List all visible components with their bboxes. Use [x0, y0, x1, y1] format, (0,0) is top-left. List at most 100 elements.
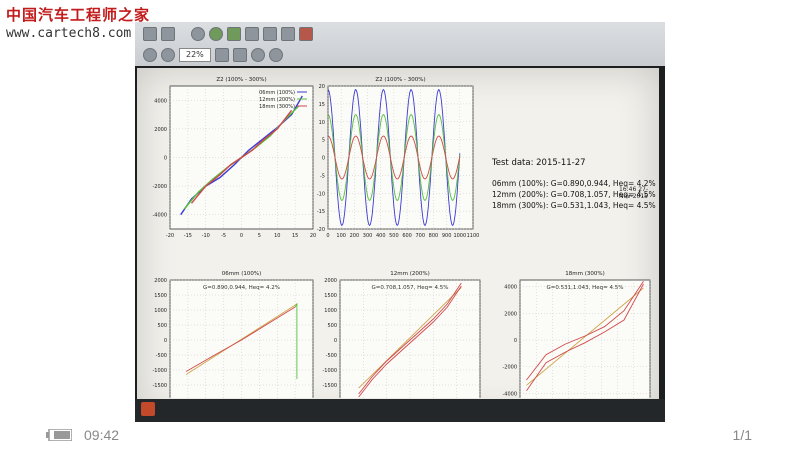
toolbar-row-2: 22%	[135, 45, 283, 65]
comment-icon[interactable]	[209, 27, 223, 41]
plot-frame	[519, 279, 651, 401]
taskbar	[135, 399, 665, 422]
zoom-select[interactable]: 22%	[179, 48, 211, 62]
series-line-3	[358, 285, 462, 398]
y-tick-label: 4000	[504, 285, 517, 291]
results-panel: Test data: 2015-11-27 06mm (100%): G=0.8…	[492, 158, 662, 211]
x-tick-label: 15	[292, 233, 298, 239]
watermark: 中国汽车工程师之家 www.cartech8.com	[6, 4, 150, 41]
copy-icon[interactable]	[245, 27, 259, 41]
chart-panel-1: -20 -15 -10 -5 0 5 10 15 20 -4000 -2000 0 2000 4000 Z2…	[152, 77, 316, 239]
result-12mm: 12mm (200%): G=0.708,1.057, Heq= 4.5%	[492, 190, 656, 199]
series-line-2	[358, 282, 462, 395]
x-tick-label: 20	[310, 233, 316, 239]
y-tick-label: -2000	[152, 184, 167, 190]
x-tick-label: 500	[389, 233, 399, 239]
x-tick-label: -5	[221, 233, 226, 239]
y-tick-label: -2000	[502, 365, 517, 371]
image-icon[interactable]	[161, 27, 175, 41]
y-tick-label: -500	[156, 353, 167, 359]
series-line-2	[185, 306, 296, 372]
y-tick-label: 500	[327, 323, 337, 329]
y-tick-label: -20	[317, 227, 325, 233]
x-tick-label: 700	[415, 233, 425, 239]
x-tick-label: 200	[350, 233, 360, 239]
timestamp: 16:46 27-Nov-2015	[619, 186, 648, 200]
app-toolbar: 22%	[135, 22, 665, 66]
x-tick-label: 300	[363, 233, 373, 239]
y-tick-label: 0	[164, 338, 167, 344]
pdf-app-icon[interactable]	[141, 402, 155, 416]
rotate-left-icon[interactable]	[250, 48, 265, 62]
x-tick-label: 10	[274, 233, 280, 239]
y-tick-label: -500	[326, 353, 337, 359]
fit-width-icon[interactable]	[214, 48, 229, 62]
viewer-status-bar: 09:42 1/1	[0, 422, 800, 450]
y-tick-label: 15	[319, 102, 325, 108]
legend-label: 12mm (200%)	[259, 97, 295, 103]
battery-icon	[46, 429, 72, 441]
plot-area: -20 -15 -10 -5 0 5 10 15 20 -4000 -2000 0 2000 4000 Z2…	[137, 68, 659, 418]
x-tick-label: 5	[258, 233, 261, 239]
page-indicator: 1/1	[732, 427, 752, 443]
y-tick-label: -15	[317, 209, 325, 215]
y-tick-label: -5	[320, 173, 325, 179]
series-line-1	[185, 303, 298, 375]
x-tick-label: 600	[402, 233, 412, 239]
chart-title: 12mm (200%)	[390, 271, 429, 277]
fit-page-icon[interactable]	[232, 48, 247, 62]
y-tick-label: 2000	[324, 278, 337, 284]
result-18mm: 18mm (300%): G=0.531,1.043, Heq= 4.5%	[492, 201, 656, 210]
chart-annotation: G=0.531,1.043, Heq= 4.5%	[547, 285, 624, 291]
check-icon[interactable]	[227, 27, 241, 41]
y-tick-label: -1000	[152, 368, 167, 374]
monitor-photo: 22% -20 -15 -10 -5 0 5 10 15 20 -4000 -2000 0 2000 40…	[135, 22, 665, 422]
result-06mm: 06mm (100%): G=0.890,0.944, Heq= 4.2%	[492, 179, 656, 188]
charts-svg: -20 -15 -10 -5 0 5 10 15 20-4000-2000020004000Z2…	[152, 77, 653, 410]
edit-icon[interactable]	[143, 27, 157, 41]
series-line-1	[358, 287, 462, 389]
series-line-2	[526, 283, 644, 391]
legend-label: 18mm (300%)	[259, 104, 295, 110]
circle-icon[interactable]	[191, 27, 205, 41]
series-line-1	[327, 88, 461, 227]
print-icon[interactable]	[299, 27, 313, 41]
export-icon[interactable]	[263, 27, 277, 41]
test-data-label: Test data: 2015-11-27	[492, 158, 586, 168]
zoom-in-icon[interactable]	[161, 48, 175, 62]
y-tick-label: 0	[514, 338, 517, 344]
series-line-3	[327, 135, 461, 180]
x-tick-label: 0	[240, 233, 243, 239]
zoom-out-icon[interactable]	[143, 48, 157, 62]
series-line-3	[526, 281, 644, 381]
y-tick-label: 5	[322, 138, 325, 144]
document-icon[interactable]	[281, 27, 295, 41]
watermark-url: www.cartech8.com	[6, 26, 132, 41]
chart-title: 06mm (100%)	[222, 271, 261, 277]
y-tick-label: -1000	[322, 368, 337, 374]
x-tick-label: -10	[202, 233, 210, 239]
series-line-3	[294, 302, 298, 379]
legend-label: 06mm (100%)	[259, 90, 295, 96]
y-tick-label: 1500	[324, 293, 337, 299]
y-tick-label: -4000	[502, 391, 517, 397]
series-line-3	[190, 109, 293, 204]
chart-annotation: G=0.708,1.057, Heq= 4.5%	[372, 285, 449, 291]
y-tick-label: 0	[164, 156, 167, 162]
rotate-right-icon[interactable]	[268, 48, 283, 62]
toolbar-row-1	[135, 24, 313, 44]
plot-frame	[339, 279, 481, 401]
y-tick-label: 2000	[154, 127, 167, 133]
y-tick-label: 1000	[324, 308, 337, 314]
y-tick-label: 500	[157, 323, 167, 329]
y-tick-label: 20	[319, 84, 325, 90]
y-tick-label: 0	[322, 156, 325, 162]
x-tick-label: 100	[336, 233, 346, 239]
x-tick-label: 400	[376, 233, 386, 239]
series-line-2	[327, 114, 461, 201]
chart-title: Z2 (100% - 300%)	[216, 77, 266, 83]
y-tick-label: 0	[334, 338, 337, 344]
x-tick-label: 0	[326, 233, 329, 239]
chart-title: Z2 (100% - 300%)	[375, 77, 425, 83]
x-tick-label: 1000	[453, 233, 466, 239]
